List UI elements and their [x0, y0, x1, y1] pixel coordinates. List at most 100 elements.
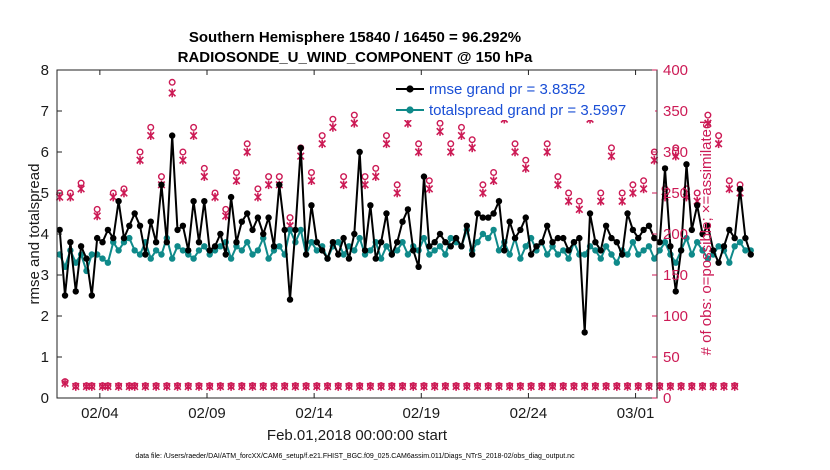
obs-possible-point: [157, 173, 165, 181]
rmse-point: [281, 226, 288, 234]
legend-label-spread: totalspread grand pr = 3.5997: [429, 102, 626, 119]
rmse-point: [576, 234, 583, 242]
rmse-point: [452, 234, 460, 242]
obs-assimilated-point: [452, 382, 460, 391]
obs-possible-point: [607, 144, 615, 152]
totalspread-point: [104, 259, 112, 266]
obs-assimilated-point: [709, 382, 718, 391]
x-tick-label: 02/19: [403, 405, 441, 422]
rmse-point: [377, 239, 385, 246]
obs-assimilated-point: [479, 188, 487, 198]
rmse-point: [683, 161, 690, 168]
rmse-point: [399, 218, 406, 225]
totalspread-point: [704, 255, 712, 262]
rmse-point: [527, 251, 535, 258]
obs-assimilated-point: [270, 382, 278, 391]
obs-assimilated-point: [714, 139, 723, 149]
obs-assimilated-point: [323, 382, 332, 391]
obs-assimilated-point: [580, 382, 589, 391]
y-right-tick-label: 150: [663, 267, 688, 284]
totalspread-point: [485, 234, 492, 242]
obs-assimilated-point: [237, 382, 246, 391]
obs-assimilated-point: [575, 205, 584, 214]
totalspread-point: [592, 247, 599, 254]
obs-possible-point: [372, 164, 380, 172]
obs-assimilated-point: [607, 151, 616, 161]
totalspread-point: [442, 251, 449, 258]
rmse-point: [163, 239, 171, 246]
obs-assimilated-point: [189, 131, 198, 140]
rmse-point: [720, 243, 728, 250]
rmse-point: [479, 214, 487, 221]
rmse-point: [608, 234, 615, 242]
rmse-point: [388, 251, 396, 258]
rmse-point: [104, 226, 112, 234]
obs-assimilated-point: [130, 382, 139, 391]
obs-possible-point: [382, 132, 390, 140]
rmse-point: [190, 198, 197, 205]
obs-possible-point: [329, 115, 337, 123]
rmse-point: [667, 243, 674, 250]
obs-assimilated-point: [537, 382, 546, 391]
totalspread-point: [426, 251, 433, 258]
totalspread-point: [581, 251, 588, 258]
obs-possible-point: [511, 140, 519, 148]
obs-possible-point: [693, 189, 701, 197]
totalspread-point: [699, 247, 706, 254]
obs-possible-point: [415, 140, 423, 148]
obs-assimilated-point: [211, 192, 219, 202]
rmse-point: [699, 230, 706, 238]
obs-assimilated-point: [398, 382, 407, 391]
obs-assimilated-point: [104, 382, 112, 391]
rmse-point: [565, 247, 572, 254]
rmse-point: [131, 210, 138, 217]
rmse-point: [656, 239, 663, 246]
rmse-point: [345, 255, 353, 262]
y-axis-label-right: # of obs: o=possible; ×=assimilated: [698, 121, 715, 356]
rmse-point: [367, 202, 374, 209]
rmse-point: [302, 251, 310, 258]
rmse-point: [265, 214, 272, 221]
chart-subtitle: RADIOSONDE_U_WIND_COMPONENT @ 150 hPa: [178, 49, 533, 66]
y-right-tick-label: 200: [663, 226, 688, 243]
rmse-point: [501, 247, 508, 254]
obs-possible-point: [618, 189, 626, 197]
totalspread-point: [661, 239, 669, 246]
totalspread-point: [554, 251, 562, 258]
totalspread-point: [356, 234, 363, 242]
totalspread-point: [179, 247, 187, 254]
rmse-point: [110, 234, 117, 242]
totalspread-point: [608, 251, 615, 258]
rmse-point: [174, 226, 181, 234]
obs-possible-point: [457, 123, 465, 131]
rmse-point: [88, 292, 96, 299]
obs-possible-point: [179, 148, 187, 156]
rmse-point: [517, 226, 524, 234]
totalspread-point: [335, 239, 342, 246]
obs-assimilated-point: [629, 188, 637, 198]
totalspread-point: [168, 255, 176, 262]
rmse-point: [485, 214, 492, 221]
totalspread-point: [265, 255, 272, 262]
obs-possible-point: [307, 168, 315, 176]
obs-possible-point: [640, 177, 648, 185]
rmse-point: [543, 222, 551, 229]
obs-assimilated-point: [430, 382, 439, 391]
rmse-point: [635, 234, 642, 242]
rmse-point: [324, 255, 331, 262]
obs-assimilated-point: [200, 172, 209, 181]
totalspread-point: [640, 247, 647, 254]
rmse-point: [227, 193, 235, 201]
rmse-point: [420, 173, 428, 180]
rmse-point: [549, 239, 556, 246]
obs-assimilated-point: [361, 180, 369, 190]
totalspread-point: [217, 243, 224, 250]
rmse-point: [142, 251, 149, 258]
obs-assimilated-point: [521, 164, 530, 173]
totalspread-point: [506, 251, 513, 258]
totalspread-point: [629, 239, 637, 246]
obs-assimilated-point: [527, 382, 535, 391]
rmse-point: [581, 329, 588, 336]
rmse-point: [415, 263, 422, 270]
